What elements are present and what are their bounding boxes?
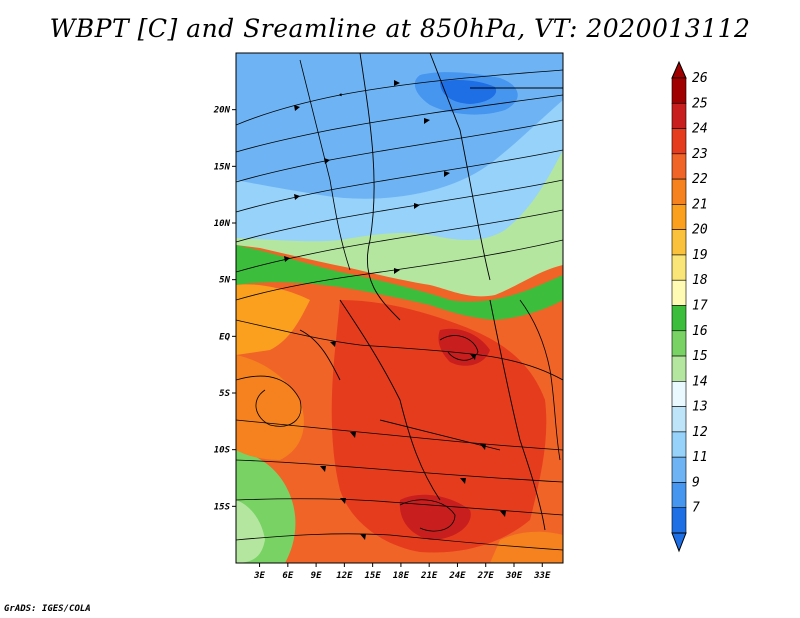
- lon-tick-label: 33E: [533, 571, 551, 581]
- colorbar-label: 23: [692, 147, 708, 162]
- colorbar-swatch: [671, 507, 687, 534]
- country-boundaries: [299, 53, 563, 531]
- lat-tick-label: EQ: [219, 332, 230, 342]
- colorbar-swatch: [671, 102, 687, 129]
- colorbar-swatch: [671, 330, 687, 357]
- lon-tick-label: 27E: [477, 571, 495, 581]
- colorbar-swatch: [671, 355, 687, 382]
- colorbar-swatch: [671, 482, 687, 509]
- colorbar: 26 25 24 23 22 21 20 19 18 17 16 15 14 13 12 11 9 7: [671, 60, 708, 553]
- colorbar-max-arrow: [671, 60, 687, 79]
- colorbar-swatch: [671, 229, 687, 256]
- lat-axis: 20N 15N 10N 5N EQ 5S 10S 15S: [213, 106, 236, 512]
- map-plot: [236, 53, 563, 563]
- colorbar-swatch: [671, 204, 687, 230]
- lat-tick-label: 20N: [213, 106, 231, 116]
- colorbar-swatch: [671, 153, 687, 180]
- colorbar-label: 7: [692, 501, 700, 516]
- colorbar-label: 9: [692, 475, 700, 490]
- lon-tick-label: 9E: [311, 571, 322, 581]
- colorbar-swatch: [671, 128, 687, 155]
- colorbar-swatch: [671, 178, 687, 205]
- colorbar-label: 25: [692, 96, 708, 111]
- lat-tick-label: 15N: [214, 162, 231, 172]
- lat-tick-label: 15S: [214, 502, 231, 512]
- lon-tick-label: 12E: [336, 571, 353, 581]
- map-frame: [235, 52, 564, 564]
- colorbar-swatch: [671, 254, 687, 281]
- colorbar-label: 22: [692, 172, 708, 187]
- colorbar-label: 18: [692, 273, 708, 288]
- lon-axis: 3E 6E 9E 12E 15E 18E 21E 24E 27E 30E 33E: [253, 563, 551, 581]
- lon-tick-label: 15E: [365, 571, 382, 581]
- colorbar-swatch: [671, 305, 687, 332]
- lat-tick-label: 10S: [214, 446, 231, 456]
- colorbar-swatch: [671, 406, 687, 433]
- colorbar-label: 26: [692, 71, 708, 86]
- lon-tick-label: 18E: [393, 571, 410, 581]
- colorbar-label: 11: [692, 450, 708, 465]
- lon-tick-label: 6E: [282, 571, 293, 581]
- lon-tick-label: 24E: [448, 571, 466, 581]
- colorbar-swatch: [671, 77, 687, 104]
- colorbar-label: 13: [692, 400, 708, 415]
- colorbar-swatch: [671, 381, 687, 407]
- lat-tick-label: 5S: [219, 389, 230, 399]
- colorbar-label: 16: [692, 324, 708, 339]
- colorbar-label: 20: [692, 223, 708, 238]
- lat-tick-label: 5N: [219, 276, 230, 286]
- lon-tick-label: 3E: [253, 571, 265, 581]
- colorbar-label: 12: [692, 425, 708, 440]
- lon-tick-label: 30E: [505, 571, 523, 581]
- colorbar-min-arrow: [671, 532, 687, 553]
- colorbar-swatch: [671, 456, 687, 483]
- colorbar-label: 15: [692, 349, 708, 364]
- colorbar-label: 19: [692, 248, 708, 263]
- colorbar-label: 21: [692, 197, 708, 212]
- colorbar-label: 24: [692, 122, 708, 137]
- colorbar-label: 17: [692, 299, 708, 314]
- lon-tick-label: 21E: [420, 571, 438, 581]
- colorbar-label: 14: [692, 374, 708, 389]
- lat-tick-label: 10N: [214, 219, 231, 229]
- colorbar-swatch: [671, 279, 687, 306]
- colorbar-swatch: [671, 431, 687, 458]
- page-title: WBPT [C] and Sreamline at 850hPa, VT: 20…: [49, 14, 751, 43]
- wbpt-field: [236, 53, 563, 563]
- footer-credit: GrADS: IGES/COLA: [4, 604, 91, 614]
- streamline-arrows: [284, 80, 506, 540]
- streamlines: [236, 59, 563, 551]
